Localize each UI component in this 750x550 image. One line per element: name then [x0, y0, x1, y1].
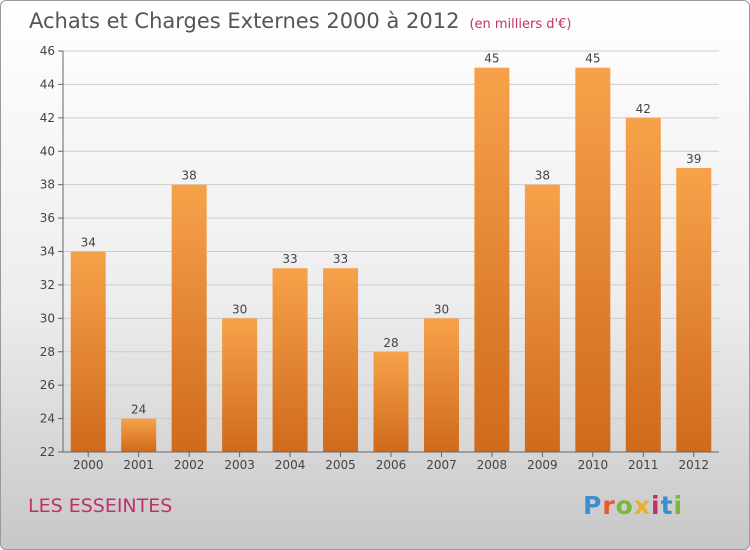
- chart-subtitle: (en milliers d'€): [469, 17, 572, 32]
- logo-letter: x: [633, 491, 651, 520]
- x-tick-label: 2006: [376, 458, 407, 472]
- bar-2002: [171, 184, 207, 452]
- commune-name: LES ESSEINTES: [28, 495, 173, 517]
- bar-2001: [121, 418, 157, 452]
- bar-2006: [373, 351, 409, 452]
- y-tick-label: 42: [40, 111, 55, 125]
- proxiti-logo: Proxiti: [583, 491, 683, 520]
- y-tick-label: 32: [40, 278, 55, 292]
- x-tick-label: 2003: [224, 458, 255, 472]
- x-tick-label: 2000: [73, 458, 104, 472]
- x-tick-label: 2011: [628, 458, 659, 472]
- data-label: 30: [434, 302, 449, 316]
- y-tick-label: 36: [40, 211, 55, 225]
- y-tick-label: 22: [40, 445, 55, 459]
- x-tick-label: 2005: [325, 458, 356, 472]
- x-tick-label: 2008: [477, 458, 508, 472]
- bar-2012: [676, 167, 712, 453]
- bar-2011: [625, 117, 661, 452]
- x-tick-label: 2010: [578, 458, 609, 472]
- bars: [70, 67, 712, 453]
- y-tick-label: 26: [40, 378, 55, 392]
- y-tick-label: 28: [40, 345, 55, 359]
- y-tick-label: 24: [40, 412, 55, 426]
- bar-2008: [474, 67, 510, 452]
- bar-2000: [70, 251, 106, 452]
- labels: 22 24 26 28 30 32 34 36 38 40 42 44 46 34 2000 24 2001 38…: [40, 44, 709, 472]
- data-label: 28: [383, 336, 398, 350]
- logo-letter: P: [583, 491, 603, 520]
- bar-2004: [272, 268, 308, 452]
- data-label: 45: [484, 52, 499, 66]
- data-label: 38: [182, 169, 197, 183]
- y-tick-label: 34: [40, 245, 55, 259]
- bar-2009: [524, 184, 560, 452]
- bar-2010: [575, 67, 611, 452]
- logo-letter: i: [673, 491, 684, 520]
- axes: [58, 50, 719, 457]
- data-label: 33: [333, 252, 348, 266]
- y-tick-label: 44: [40, 77, 55, 91]
- data-label: 42: [636, 102, 651, 116]
- y-tick-label: 38: [40, 178, 55, 192]
- data-label: 34: [81, 236, 96, 250]
- data-label: 33: [282, 252, 297, 266]
- logo-letter: o: [615, 491, 634, 520]
- bar-2003: [222, 318, 258, 452]
- y-tick-label: 40: [40, 144, 55, 158]
- y-tick-label: 30: [40, 311, 55, 325]
- data-label: 24: [131, 403, 146, 417]
- data-label: 39: [686, 152, 701, 166]
- chart-title-row: Achats et Charges Externes 2000 à 2012 (e…: [29, 9, 571, 33]
- x-tick-label: 2001: [123, 458, 154, 472]
- x-tick-label: 2012: [678, 458, 709, 472]
- x-tick-label: 2004: [275, 458, 306, 472]
- logo-letter: t: [660, 491, 674, 520]
- data-label: 38: [535, 169, 550, 183]
- x-tick-label: 2002: [174, 458, 205, 472]
- x-tick-label: 2009: [527, 458, 558, 472]
- data-label: 45: [585, 52, 600, 66]
- bar-2007: [423, 318, 459, 452]
- data-label: 30: [232, 302, 247, 316]
- logo-letter: i: [651, 491, 661, 520]
- chart-title: Achats et Charges Externes 2000 à 2012: [29, 9, 460, 33]
- x-tick-label: 2007: [426, 458, 457, 472]
- logo-letter: r: [602, 491, 616, 520]
- bar-2005: [323, 268, 359, 452]
- y-tick-label: 46: [40, 44, 55, 58]
